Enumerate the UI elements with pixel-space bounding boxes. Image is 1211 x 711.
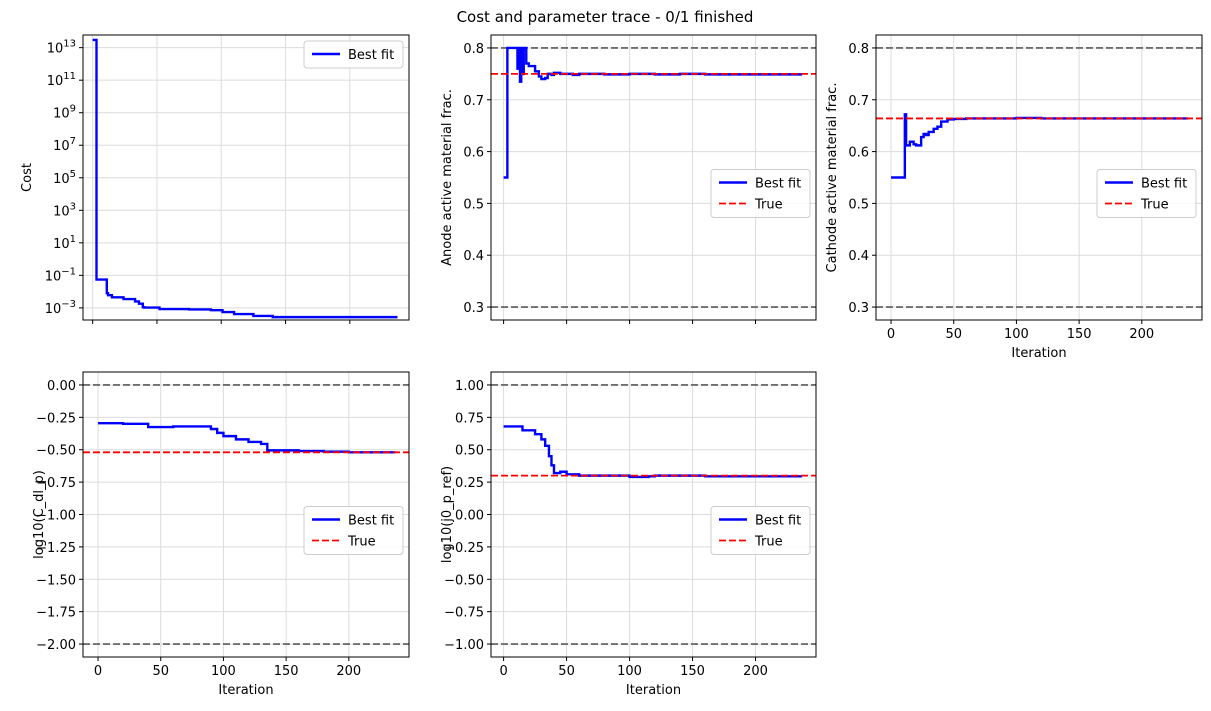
x-tick-label: 50 — [152, 664, 169, 679]
y-tick-label: 0.00 — [47, 379, 76, 394]
x-tick-label: 100 — [1004, 327, 1029, 342]
legend-label: True — [347, 535, 376, 550]
legend-label: True — [1140, 198, 1169, 213]
y-tick-label: 0.3 — [848, 301, 869, 316]
y-tick-label: 0.5 — [848, 197, 869, 212]
y-tick-label: 0.6 — [463, 146, 484, 161]
y-tick-label: −1.00 — [444, 638, 484, 653]
y-tick-label: 109 — [53, 104, 76, 122]
y-tick-label: −0.50 — [444, 573, 484, 588]
series-best-fit-line — [503, 46, 803, 179]
y-tick-label: 0.8 — [848, 42, 869, 57]
y-tick-label: −0.75 — [36, 476, 76, 491]
y-tick-label: 0.7 — [463, 94, 484, 109]
x-tick-label: 150 — [680, 664, 705, 679]
legend-box — [303, 40, 404, 69]
y-tick-label: 0.75 — [455, 411, 484, 426]
y-tick-label: 1011 — [47, 71, 76, 89]
legend-label: Best fit — [755, 514, 801, 529]
axes-frame — [490, 34, 817, 321]
legend-label: Best fit — [348, 48, 394, 63]
legend: Best fit True — [710, 506, 811, 555]
y-tick-label: 105 — [53, 169, 76, 187]
y-axis-label: Anode active material frac. — [440, 89, 455, 266]
y-axis-label: log10(C_dl_p) — [32, 470, 47, 559]
x-tick-label: 150 — [274, 664, 299, 679]
y-tick-label: 0.5 — [463, 197, 484, 212]
series-best-fit-line — [92, 38, 398, 319]
y-tick-label: −1.50 — [36, 573, 76, 588]
series-best-fit-line — [503, 425, 803, 479]
y-tick-label: 0.4 — [848, 249, 869, 264]
subplot-j0_p_ref: 0 50 100 150 200 1.00 0.75 0.50 0.25 0.00 −0.25 −0.… — [440, 371, 817, 698]
y-tick-label: 0.6 — [848, 146, 869, 161]
legend-label: True — [754, 198, 783, 213]
legend-label: Best fit — [348, 514, 394, 529]
y-tick-label: −1.75 — [36, 606, 76, 621]
y-tick-label: 0.50 — [455, 444, 484, 459]
y-tick-label: −0.75 — [444, 606, 484, 621]
series-best-fit-line — [891, 113, 1189, 179]
subplot-c_dl_p: 0 50 100 150 200 0.00 −0.25 −0.50 −0.75 −1.00 −1.2… — [32, 371, 410, 698]
y-tick-label: 0.7 — [848, 94, 869, 109]
y-axis-label: Cathode active material frac. — [825, 83, 840, 273]
x-axis-label: Iteration — [218, 683, 273, 698]
y-tick-label: 101 — [53, 234, 76, 252]
x-tick-label: 100 — [617, 664, 642, 679]
x-tick-label: 200 — [1129, 327, 1154, 342]
legend: Best fit — [303, 40, 404, 69]
legend-label: True — [754, 535, 783, 550]
x-tick-label: 0 — [499, 664, 507, 679]
y-tick-label: 0.3 — [463, 301, 484, 316]
x-tick-label: 200 — [336, 664, 361, 679]
x-tick-label: 0 — [887, 327, 895, 342]
y-axis-label: log10(j0_p_ref) — [440, 466, 455, 563]
x-tick-label: 150 — [1067, 327, 1092, 342]
y-tick-label: −1.00 — [36, 509, 76, 524]
y-tick-label: −0.25 — [444, 541, 484, 556]
subplot-cathode: 0 50 100 150 200 0.3 0.4 0.5 0.6 0.7 0.8 Iteration C… — [825, 34, 1203, 361]
y-tick-label: 1.00 — [455, 379, 484, 394]
subplot-anode: 0.3 0.4 0.5 0.6 0.7 0.8 Anode active material … — [440, 34, 817, 324]
x-axis-label: Iteration — [626, 683, 681, 698]
y-tick-label: 107 — [53, 136, 76, 154]
legend-label: Best fit — [1141, 177, 1187, 192]
legend: Best fit True — [1096, 169, 1197, 218]
x-tick-label: 50 — [945, 327, 962, 342]
y-tick-label: 103 — [53, 201, 76, 219]
y-tick-label: 0.4 — [463, 249, 484, 264]
legend: Best fit True — [303, 506, 404, 555]
y-tick-label: −1.25 — [36, 541, 76, 556]
y-tick-label: 10−3 — [45, 299, 76, 317]
x-tick-label: 100 — [211, 664, 236, 679]
y-tick-label: 0.00 — [455, 509, 484, 524]
x-tick-label: 200 — [743, 664, 768, 679]
series-best-fit-line — [98, 421, 396, 454]
y-tick-label: 10−1 — [45, 266, 76, 284]
y-tick-label: −2.00 — [36, 638, 76, 653]
figure-title: Cost and parameter trace - 0/1 finished — [457, 8, 754, 26]
axes-frame — [875, 34, 1203, 321]
y-axis-label: Cost — [20, 163, 35, 192]
y-tick-label: −0.25 — [36, 411, 76, 426]
y-tick-label: 1013 — [47, 39, 76, 57]
y-tick-label: 0.25 — [455, 476, 484, 491]
x-axis-label: Iteration — [1011, 346, 1066, 361]
x-tick-label: 50 — [558, 664, 575, 679]
legend: Best fit True — [710, 169, 811, 218]
legend-label: Best fit — [755, 177, 801, 192]
y-tick-label: 0.8 — [463, 42, 484, 57]
x-tick-label: 0 — [94, 664, 102, 679]
y-tick-label: −0.50 — [36, 444, 76, 459]
subplot-cost: 10−3 10−1 101 103 105 107 109 1011 1013 Cost Best … — [20, 34, 410, 324]
